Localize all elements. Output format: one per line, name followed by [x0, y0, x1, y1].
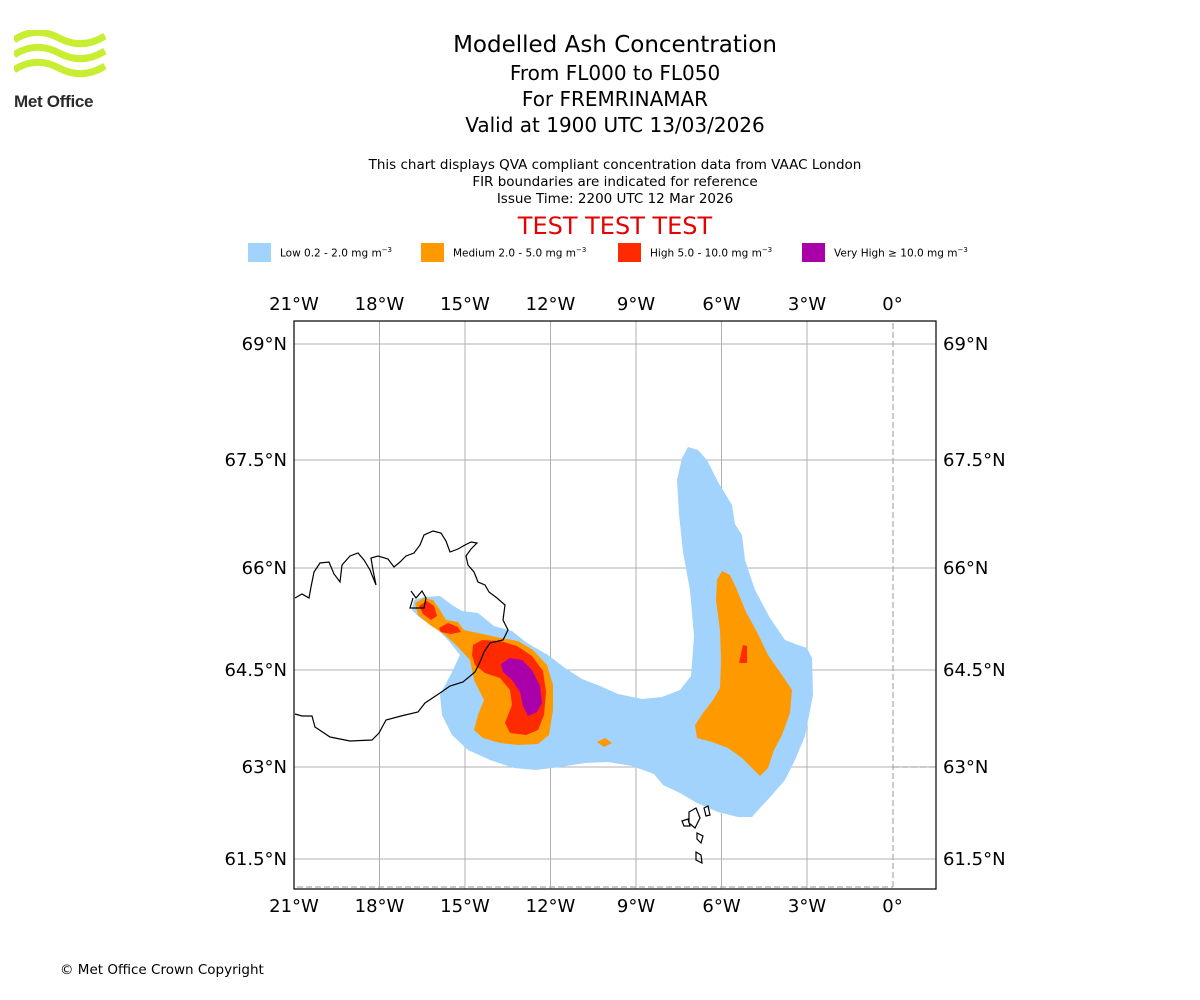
legend-label-high: High 5.0 - 10.0 mg m — [650, 247, 762, 260]
chart-subtitle: This chart displays QVA compliant concen… — [315, 157, 915, 208]
faroe-island-5 — [695, 850, 703, 865]
ash-very-high-area — [501, 658, 542, 716]
lon-tick-label: 21°W — [269, 294, 319, 315]
faroe-island-3 — [703, 805, 711, 817]
legend-exp-low: −3 — [381, 245, 393, 254]
met-office-logo: Met Office — [12, 28, 110, 111]
legend-label-medium: Medium 2.0 - 5.0 mg m — [453, 247, 576, 260]
lon-tick-label: 12°W — [526, 294, 576, 315]
ash-high-spot-east — [739, 645, 747, 663]
lat-tick-label: 64.5°N — [943, 660, 1006, 681]
subtitle-line-2: FIR boundaries are indicated for referen… — [472, 174, 758, 190]
lat-tick-label: 69°N — [943, 334, 988, 355]
subtitle-line-1: This chart displays QVA compliant concen… — [368, 157, 862, 173]
legend: Low 0.2 - 2.0 mg m−3 Medium 2.0 - 5.0 mg… — [0, 243, 1200, 265]
lon-tick-label: 0° — [882, 294, 902, 315]
title-line-4: Valid at 1900 UTC 13/03/2026 — [465, 113, 765, 137]
legend-swatch-medium — [421, 243, 444, 262]
legend-label-low: Low 0.2 - 2.0 mg m — [280, 247, 382, 260]
lon-tick-label: 6°W — [702, 896, 740, 917]
chart-title: Modelled Ash Concentration From FL000 to… — [315, 30, 915, 138]
lon-tick-label: 3°W — [788, 294, 826, 315]
lat-tick-label: 69°N — [242, 334, 287, 355]
ash-medium-area-east — [695, 571, 792, 776]
legend-item-medium: Medium 2.0 - 5.0 mg m−3 — [421, 243, 586, 262]
iceland-coastline — [294, 530, 509, 742]
title-line-3: For FREMRINAMAR — [521, 87, 709, 111]
lat-tick-label: 64.5°N — [224, 660, 287, 681]
lon-tick-labels-top: 21°W 18°W 15°W 12°W 9°W 6°W 3°W 0° — [269, 294, 903, 315]
title-line-1: Modelled Ash Concentration — [453, 32, 777, 58]
lat-tick-label: 67.5°N — [224, 450, 287, 471]
lat-tick-label: 61.5°N — [943, 849, 1006, 870]
lon-tick-label: 3°W — [788, 896, 826, 917]
logo-text: Met Office — [14, 92, 94, 111]
graticule — [293, 321, 936, 889]
legend-item-low: Low 0.2 - 2.0 mg m−3 — [248, 243, 392, 262]
test-banner: TEST TEST TEST — [517, 212, 713, 240]
lat-tick-labels-right: 69°N 67.5°N 66°N 64.5°N 63°N 61.5°N — [943, 334, 1006, 870]
lat-tick-label: 63°N — [242, 757, 287, 778]
lat-tick-label: 61.5°N — [224, 849, 287, 870]
ash-high-area-west-1 — [419, 601, 437, 620]
coastlines — [294, 530, 711, 865]
lat-tick-label: 63°N — [943, 757, 988, 778]
lat-tick-label: 67.5°N — [943, 450, 1006, 471]
legend-label-very-high: Very High ≥ 10.0 mg m — [834, 247, 958, 260]
subtitle-line-3: Issue Time: 2200 UTC 12 Mar 2026 — [496, 191, 734, 207]
lat-tick-label: 66°N — [943, 558, 988, 579]
lon-tick-label: 9°W — [617, 294, 655, 315]
legend-item-high: High 5.0 - 10.0 mg m−3 — [618, 243, 772, 262]
lat-tick-label: 66°N — [242, 558, 287, 579]
copyright: © Met Office Crown Copyright — [60, 962, 264, 978]
lon-tick-label: 15°W — [440, 294, 490, 315]
ash-medium-spot — [597, 738, 612, 747]
ash-contours — [412, 447, 813, 817]
legend-swatch-high — [618, 243, 641, 262]
lon-tick-label: 0° — [882, 896, 902, 917]
met-office-wave-icon — [12, 28, 107, 78]
legend-exp-medium: −3 — [575, 245, 587, 254]
faroe-island-2 — [681, 818, 691, 827]
legend-swatch-very-high — [802, 243, 825, 262]
lon-tick-label: 12°W — [526, 896, 576, 917]
title-line-2: From FL000 to FL050 — [509, 61, 721, 85]
legend-exp-high: −3 — [761, 245, 773, 254]
lon-tick-labels-bottom: 21°W 18°W 15°W 12°W 9°W 6°W 3°W 0° — [269, 896, 903, 917]
legend-swatch-low — [248, 243, 271, 262]
legend-exp-very-high: −3 — [957, 245, 968, 254]
lon-tick-label: 18°W — [355, 294, 405, 315]
lon-tick-label: 18°W — [355, 896, 405, 917]
lon-tick-label: 6°W — [702, 294, 740, 315]
ash-high-area-west-2 — [439, 623, 461, 634]
lon-tick-label: 9°W — [617, 896, 655, 917]
iceland-coast-detail — [409, 589, 427, 609]
faroe-island-4 — [696, 832, 704, 845]
lat-tick-labels-left: 69°N 67.5°N 66°N 64.5°N 63°N 61.5°N — [224, 334, 287, 870]
legend-item-very-high: Very High ≥ 10.0 mg m−3 — [802, 243, 968, 262]
map-frame — [293, 320, 937, 890]
fir-boundaries — [297, 323, 935, 888]
faroe-island-1 — [688, 807, 701, 829]
lon-tick-label: 21°W — [269, 896, 319, 917]
lon-tick-label: 15°W — [440, 896, 490, 917]
